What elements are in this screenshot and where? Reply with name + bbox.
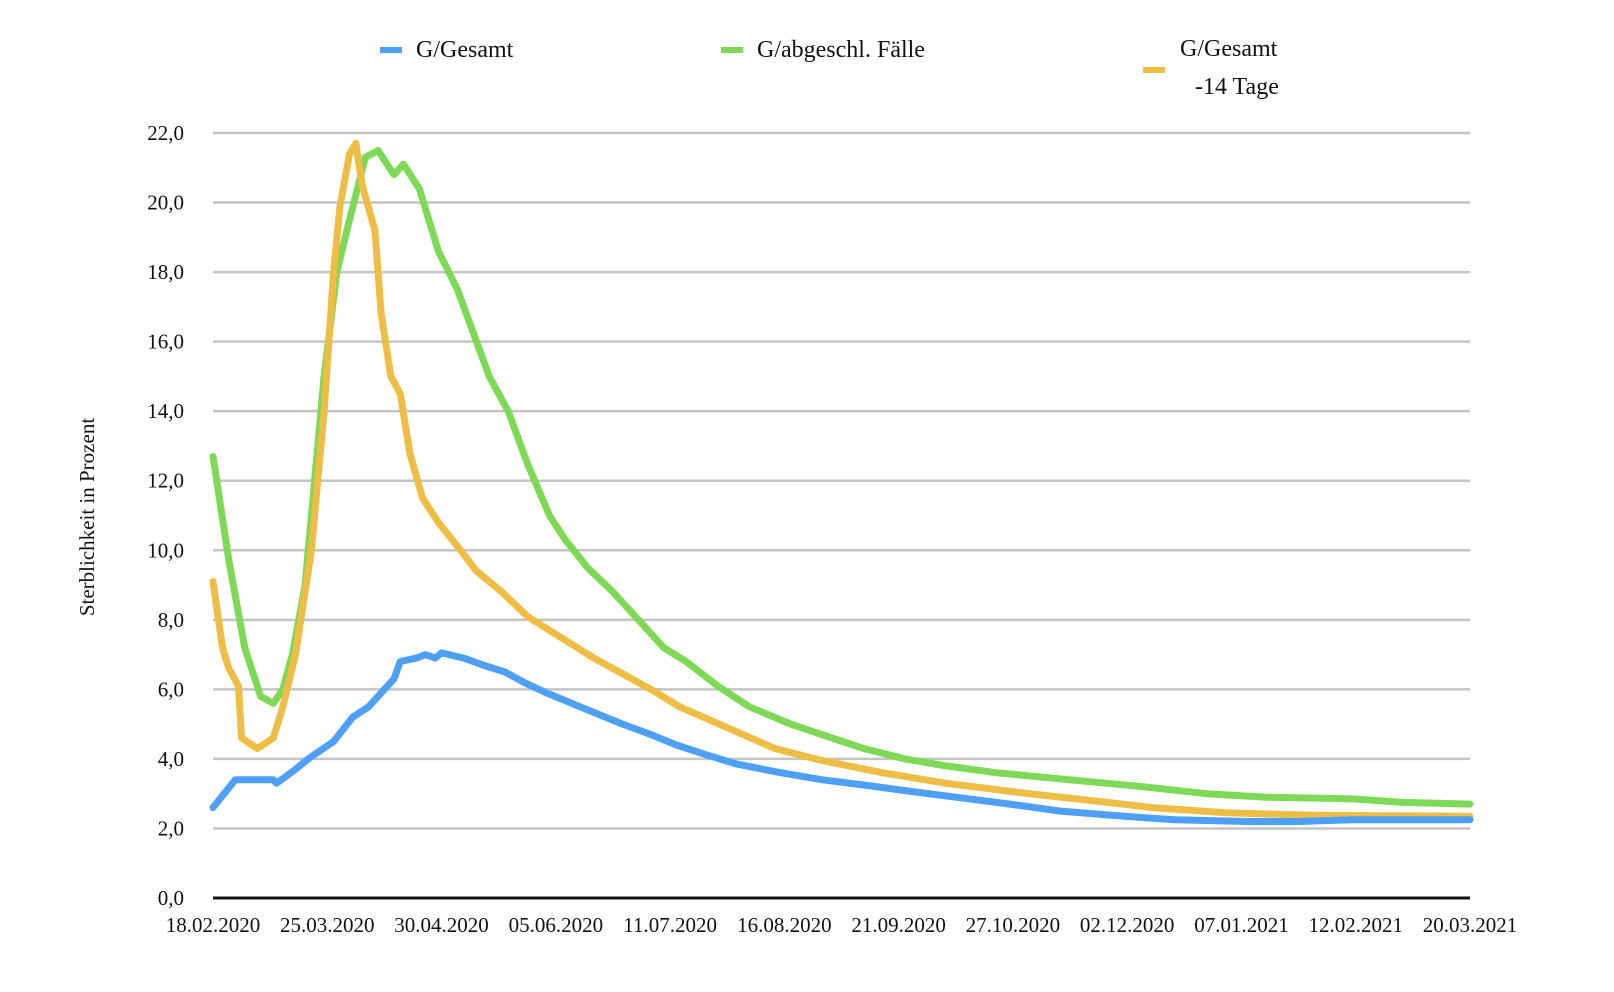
x-tick-label: 12.02.2021: [1308, 913, 1403, 937]
series-line-0: [209, 649, 1474, 825]
x-axis-ticks: 18.02.2020 25.03.2020 30.04.2020 05.06.2020…: [166, 913, 1518, 937]
y-tick-label: 8,0: [158, 608, 184, 632]
legend-label-0: G/Gesamt: [416, 37, 514, 63]
y-tick-label: 10,0: [147, 538, 184, 562]
legend-swatch-2: [1143, 67, 1165, 73]
x-tick-label: 05.06.2020: [509, 913, 604, 937]
series-lines: [209, 139, 1474, 825]
legend-label-2-line2: -14 Tage: [1195, 74, 1279, 100]
x-tick-label: 16.08.2020: [737, 913, 832, 937]
y-axis-title: Sterblichkeit in Prozent: [75, 418, 99, 616]
y-tick-label: 18,0: [147, 260, 184, 284]
x-tick-label: 02.12.2020: [1080, 913, 1175, 937]
legend-swatch-0: [380, 47, 402, 53]
x-tick-label: 18.02.2020: [166, 913, 261, 937]
series-line-1: [209, 146, 1474, 808]
y-tick-label: 12,0: [147, 469, 184, 493]
legend-label-1: G/abgeschl. Fälle: [757, 37, 925, 63]
x-tick-label: 20.03.2021: [1423, 913, 1518, 937]
x-tick-label: 21.09.2020: [851, 913, 946, 937]
y-tick-label: 2,0: [158, 816, 184, 840]
x-tick-label: 25.03.2020: [280, 913, 375, 937]
legend-swatch-1: [721, 47, 743, 53]
y-tick-label: 22,0: [147, 121, 184, 145]
y-tick-label: 0,0: [158, 886, 184, 910]
x-tick-label: 27.10.2020: [966, 913, 1061, 937]
gridlines: [213, 131, 1470, 830]
y-tick-label: 20,0: [147, 191, 184, 215]
x-tick-label: 11.07.2020: [623, 913, 717, 937]
x-tick-label: 30.04.2020: [394, 913, 489, 937]
y-axis-ticks: 0,0 2,0 4,0 6,0 8,0 10,0 12,0 14,0 16,0 18,0 20,0 2…: [147, 121, 184, 910]
y-tick-label: 6,0: [158, 677, 184, 701]
y-tick-label: 16,0: [147, 330, 184, 354]
y-tick-label: 4,0: [158, 747, 184, 771]
legend: G/Gesamt G/abgeschl. Fälle G/Gesamt -14 Tag…: [380, 36, 1279, 100]
y-tick-label: 14,0: [147, 399, 184, 423]
series-line-2: [209, 139, 1474, 820]
legend-label-2: G/Gesamt: [1180, 36, 1278, 62]
x-tick-label: 07.01.2021: [1194, 913, 1289, 937]
